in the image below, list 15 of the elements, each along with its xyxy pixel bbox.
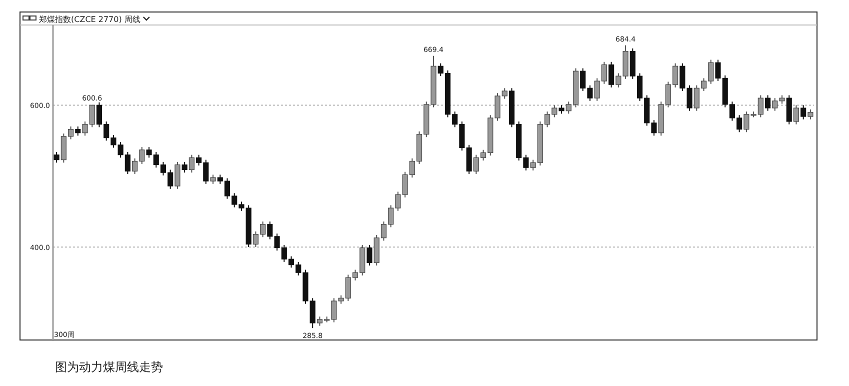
candlestick [75,126,81,136]
candlestick [800,104,806,120]
candlestick [210,174,216,184]
candlestick [786,94,792,125]
candlestick [793,104,800,125]
candlestick [808,108,814,120]
candlestick [182,161,188,174]
candlestick [174,161,180,190]
candlestick [764,94,771,112]
chart-title: 郑煤指数(CZCE 2770) 周线 [39,15,140,24]
candlestick [54,151,60,164]
candlestick [188,154,194,174]
candlestick [366,244,372,266]
candlestick [608,61,614,88]
text: 图为动力煤周线走势 [55,360,163,374]
